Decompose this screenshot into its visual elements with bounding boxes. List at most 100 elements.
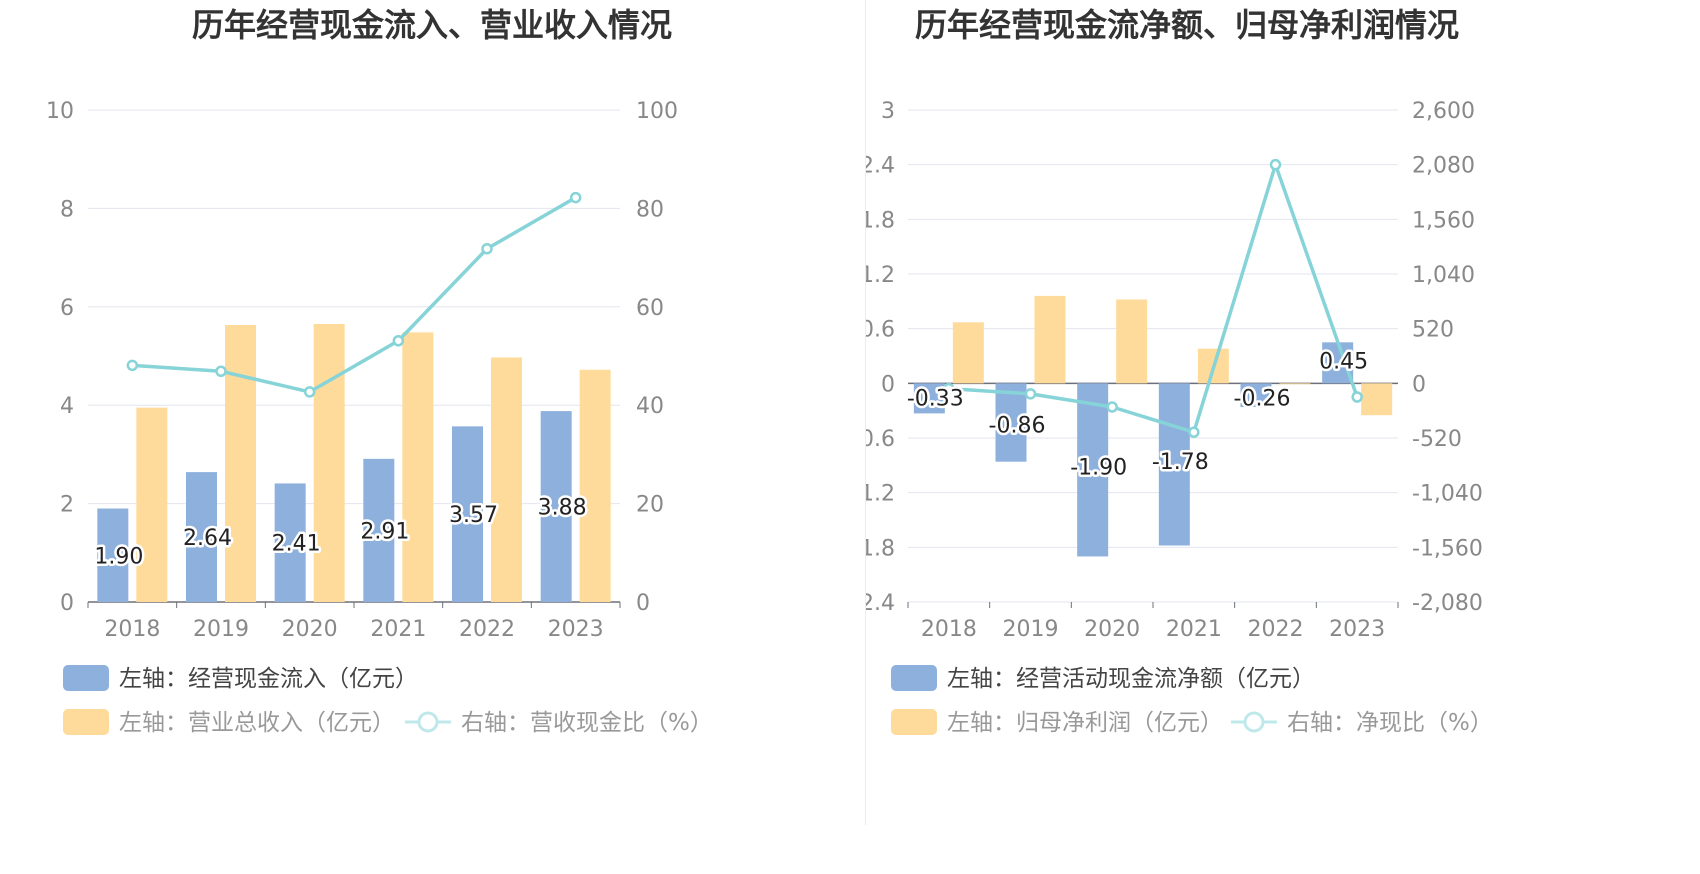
y-left-tick-label: -0.6 bbox=[866, 427, 895, 452]
line-point[interactable] bbox=[1024, 388, 1037, 400]
y-right-tick-label: 520 bbox=[1412, 318, 1454, 343]
legend-swatch[interactable] bbox=[63, 709, 109, 735]
chart-cash-inflow-revenue: 历年经营现金流入、营业收入情况 0 0 2 20 4 40 6 60 8 80 10 100 2018 20… bbox=[46, 6, 713, 736]
y-right-tick-label: -1,040 bbox=[1412, 482, 1483, 507]
line-series bbox=[948, 162, 1359, 434]
legend-item-line: 右轴：营收现金比（%） bbox=[461, 710, 713, 736]
legend-swatch[interactable] bbox=[891, 665, 937, 691]
y-left-tick-label: -1.2 bbox=[866, 482, 895, 507]
y-right-tick-label: 40 bbox=[636, 394, 664, 419]
y-left-tick-label: 6 bbox=[60, 296, 74, 321]
y-left-tick-label: 1.8 bbox=[866, 208, 895, 233]
bar-primary[interactable] bbox=[995, 383, 1027, 462]
bar-secondary[interactable] bbox=[136, 407, 168, 602]
bar-primary[interactable] bbox=[1077, 383, 1109, 557]
y-right-tick-label: 2,600 bbox=[1412, 99, 1475, 124]
y-left-tick-label: 2 bbox=[60, 493, 74, 518]
x-tick-label: 2020 bbox=[1084, 617, 1140, 642]
bar-data-label: 0.45 bbox=[1319, 349, 1368, 374]
bar-primary[interactable] bbox=[452, 426, 483, 602]
x-tick-label: 2023 bbox=[548, 617, 604, 642]
x-tick-label: 2018 bbox=[104, 617, 160, 642]
bar-data-label: 3.88 bbox=[538, 496, 587, 521]
legend-item-bar-primary: 左轴：经营现金流入（亿元） bbox=[119, 666, 418, 692]
bar-data-label: 2.91 bbox=[360, 519, 409, 544]
line-point[interactable] bbox=[569, 191, 582, 204]
x-tick-label: 2022 bbox=[1248, 617, 1304, 642]
bar-data-label: -0.26 bbox=[1234, 386, 1291, 411]
legend-swatch[interactable] bbox=[63, 665, 109, 691]
line-point[interactable] bbox=[1188, 426, 1200, 438]
bar-secondary[interactable] bbox=[225, 325, 256, 602]
legend-swatch[interactable] bbox=[891, 709, 937, 735]
bar-primary[interactable] bbox=[913, 383, 945, 414]
legend-line-marker bbox=[1243, 711, 1265, 733]
bar-secondary[interactable] bbox=[579, 369, 611, 602]
bar-secondary[interactable] bbox=[491, 357, 522, 602]
x-tick-label: 2022 bbox=[459, 617, 515, 642]
y-left-tick-label: 0 bbox=[60, 591, 74, 616]
bar-secondary[interactable] bbox=[1361, 383, 1393, 416]
line-point[interactable] bbox=[1269, 158, 1282, 171]
chart-title: 历年经营现金流净额、归母净利润情况 bbox=[915, 6, 1459, 44]
line-point[interactable] bbox=[1351, 391, 1363, 403]
bar-secondary[interactable] bbox=[952, 322, 984, 384]
legend-line-marker bbox=[417, 711, 439, 733]
line-point[interactable] bbox=[303, 386, 316, 398]
y-left-tick-label: 3 bbox=[881, 99, 895, 124]
y-left-tick-label: 2.4 bbox=[866, 154, 895, 179]
bar-data-label: -1.78 bbox=[1152, 450, 1209, 475]
chart-net-cashflow-profit: 历年经营现金流净额、归母净利润情况 -2.4 -2,080 -1.8 -1,560 -1.… bbox=[866, 6, 1493, 736]
bar-primary[interactable] bbox=[1158, 383, 1190, 546]
y-right-tick-label: 1,560 bbox=[1412, 208, 1475, 233]
y-right-tick-label: 20 bbox=[636, 493, 664, 518]
y-left-tick-label: -1.8 bbox=[866, 536, 895, 561]
y-right-tick-label: 60 bbox=[636, 296, 664, 321]
x-tick-label: 2018 bbox=[921, 617, 977, 642]
legend-item-bar-secondary: 左轴：归母净利润（亿元） bbox=[947, 710, 1223, 736]
x-tick-label: 2021 bbox=[370, 617, 426, 642]
line-point[interactable] bbox=[481, 242, 493, 255]
bar-secondary[interactable] bbox=[1116, 299, 1148, 384]
bar-primary[interactable] bbox=[274, 483, 306, 602]
bar-secondary[interactable] bbox=[402, 332, 434, 602]
bar-secondary[interactable] bbox=[313, 324, 345, 602]
bar-primary[interactable] bbox=[186, 472, 217, 602]
y-left-tick-label: 8 bbox=[60, 197, 74, 222]
bar-data-label: 2.41 bbox=[272, 532, 321, 557]
x-tick-label: 2023 bbox=[1329, 617, 1385, 642]
bar-data-label: 3.57 bbox=[449, 503, 498, 528]
line-point[interactable] bbox=[1106, 401, 1118, 413]
bar-primary[interactable] bbox=[363, 458, 395, 602]
y-right-tick-label: 0 bbox=[636, 591, 650, 616]
x-tick-label: 2020 bbox=[282, 617, 338, 642]
legend-item-bar-secondary: 左轴：营业总收入（亿元） bbox=[119, 710, 395, 736]
legend-item-line: 右轴：净现比（%） bbox=[1287, 710, 1493, 736]
y-right-tick-label: 2,080 bbox=[1412, 154, 1475, 179]
y-right-tick-label: -2,080 bbox=[1412, 591, 1483, 616]
y-right-tick-label: -1,560 bbox=[1412, 536, 1483, 561]
bar-primary[interactable] bbox=[97, 508, 129, 602]
x-tick-label: 2019 bbox=[193, 617, 249, 642]
line-point[interactable] bbox=[126, 359, 139, 372]
bar-secondary[interactable] bbox=[1034, 295, 1066, 384]
line-point[interactable] bbox=[943, 382, 955, 395]
y-right-tick-label: 80 bbox=[636, 197, 664, 222]
y-left-tick-label: 1.2 bbox=[866, 263, 895, 288]
x-tick-label: 2019 bbox=[1003, 617, 1059, 642]
bar-primary[interactable] bbox=[1240, 383, 1272, 408]
y-left-tick-label: 0 bbox=[881, 372, 895, 397]
legend-item-bar-primary: 左轴：经营活动现金流净额（亿元） bbox=[947, 666, 1315, 692]
y-right-tick-label: 1,040 bbox=[1412, 263, 1475, 288]
bar-primary[interactable] bbox=[540, 411, 572, 602]
bar-data-label: -0.33 bbox=[907, 386, 964, 411]
line-point[interactable] bbox=[392, 334, 405, 347]
panel-divider bbox=[865, 0, 866, 825]
chart-title: 历年经营现金流入、营业收入情况 bbox=[192, 6, 672, 44]
bar-secondary[interactable] bbox=[1279, 383, 1311, 385]
line-point[interactable] bbox=[215, 365, 227, 378]
bar-primary[interactable] bbox=[1322, 342, 1354, 384]
y-right-tick-label: 100 bbox=[636, 99, 678, 124]
y-right-tick-label: -520 bbox=[1412, 427, 1462, 452]
x-tick-label: 2021 bbox=[1166, 617, 1222, 642]
